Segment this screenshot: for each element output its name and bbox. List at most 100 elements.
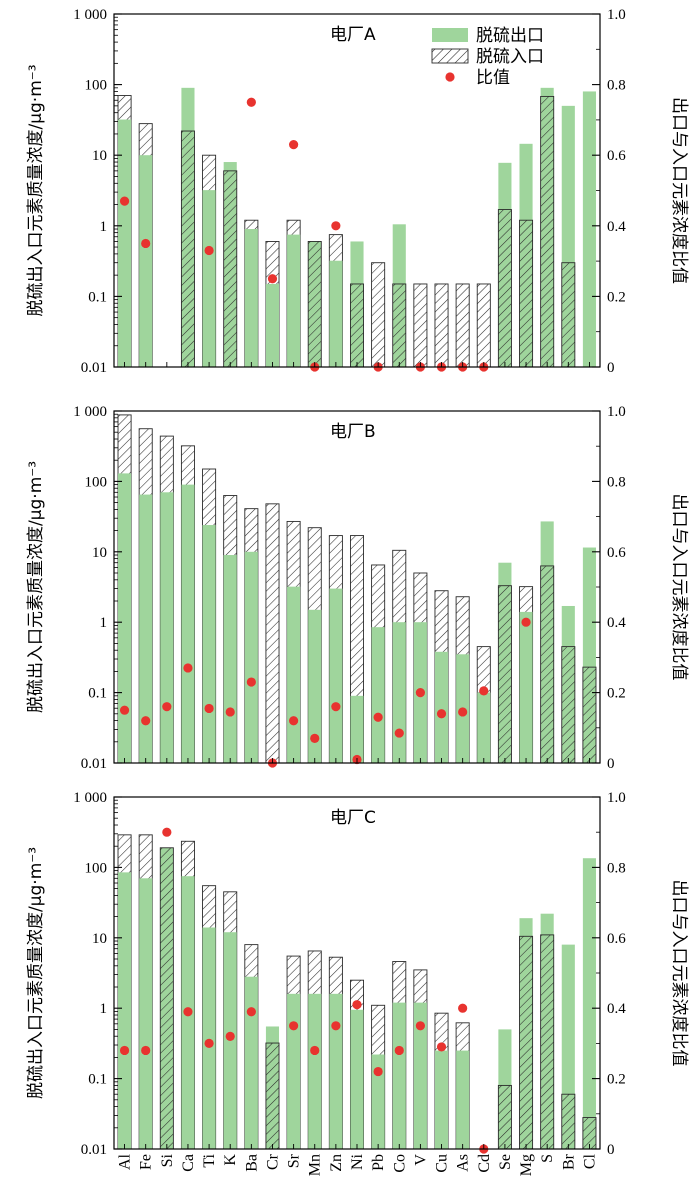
chart-panel-1: 0.01 0.1 1 10 100 1 000 0 0.2 0.4 0.6 0.8 1.0 电厂A 脱硫出…: [26, 7, 689, 376]
y2-tick-label: 0.8: [607, 78, 626, 94]
ratio-point-Cu: [436, 709, 447, 719]
ratio-point-Al: [119, 705, 130, 715]
legend-swatch-outlet: [432, 28, 468, 42]
bar-outlet-K: [223, 555, 237, 763]
bar-inlet-Mg: [519, 935, 534, 1150]
category-labels: Al Fe Si Ca Ti K Ba Cr Sr Mn Zn Ni Pb Co V Cu As Cd Se Mg S B…: [117, 1153, 599, 1176]
ratio-point-Zn: [331, 702, 341, 712]
bar-outlet-Ba: [244, 976, 258, 1149]
bar-outlet-Cl: [582, 858, 596, 1149]
y-tick-label: 10: [92, 545, 107, 561]
category-label-Cd: Cd: [476, 1154, 493, 1173]
ratio-point-Co: [394, 1045, 404, 1056]
bar-outlet-Cu: [434, 1050, 449, 1149]
ratio-point-Pb: [373, 1066, 383, 1077]
ratio-point-Mg: [521, 617, 531, 627]
bar-outlet-Cu: [434, 651, 449, 763]
bar-outlet-Ba: [244, 229, 258, 367]
y2-tick-label: 0.2: [607, 686, 626, 702]
y2-tick-label: 0.4: [607, 1001, 626, 1017]
legend-marker-ratio: [445, 72, 455, 82]
ratio-point-Pb: [373, 712, 383, 722]
y-tick-label: 0.01: [81, 360, 107, 376]
ratio-point-Ca: [183, 1007, 193, 1017]
category-label-V: V: [412, 1154, 429, 1166]
ratio-point-As: [458, 1003, 468, 1013]
ratio-point-Ca: [183, 663, 193, 673]
category-label-Cu: Cu: [434, 1154, 451, 1173]
ratio-point-Mn: [310, 733, 320, 743]
y-axis-title: 脱硫出入口元素质量浓度/μg·m⁻³: [26, 847, 46, 1099]
bar-outlet-Co: [392, 1002, 406, 1149]
bar-inlet-Ni: [349, 283, 365, 368]
y-tick-label: 0.1: [88, 686, 107, 702]
bar-outlet-Pb: [371, 627, 385, 763]
category-label-Ba: Ba: [243, 1154, 260, 1172]
ratio-point-Fe: [141, 716, 151, 726]
y2-tick-label: 0: [607, 1142, 615, 1158]
y2-tick-label: 0.6: [607, 148, 626, 164]
ratio-point-Sr: [289, 140, 299, 150]
y-axis-title: 脱硫出入口元素质量浓度/μg·m⁻³: [26, 461, 46, 713]
panel-title: 电厂B: [330, 422, 376, 442]
y2-tick-label: 0.4: [607, 615, 626, 631]
y-tick-label: 0.01: [81, 756, 107, 772]
bar-outlet-Zn: [329, 260, 343, 367]
bar-inlet-Br: [561, 646, 576, 764]
category-label-S: S: [539, 1154, 556, 1163]
bar-inlet-Se: [497, 585, 512, 764]
bar-inlet-Cr: [265, 503, 280, 764]
y2-tick-label: 1.0: [607, 404, 626, 420]
y2-tick-label: 0.2: [607, 1072, 626, 1088]
legend-label-outlet: 脱硫出口: [476, 26, 544, 46]
panel-title: 电厂A: [330, 25, 376, 45]
y2-tick-label: 0.4: [607, 219, 626, 235]
bar-inlet-Cl: [582, 666, 597, 764]
category-label-K: K: [222, 1154, 239, 1166]
y2-tick-label: 1.0: [607, 790, 626, 806]
category-label-As: As: [455, 1154, 472, 1172]
ratio-point-Ti: [204, 703, 214, 714]
ratio-point-Ni: [352, 1000, 362, 1010]
ratio-point-Ba: [246, 1007, 256, 1017]
category-label-Si: Si: [159, 1153, 176, 1167]
y-tick-label: 0.1: [88, 289, 107, 305]
y2-tick-label: 0: [607, 756, 615, 772]
ratio-point-Fe: [141, 238, 151, 249]
bar-inlet-Cr: [265, 1042, 280, 1150]
ratio-point-K: [225, 1031, 235, 1041]
ratio-point-As: [458, 707, 468, 717]
ratio-point-Mn: [310, 1045, 320, 1056]
chart-panel-2: 0.01 0.1 1 10 100 1 000 0 0.2 0.4 0.6 0.8 1.0 电厂B 脱硫出…: [26, 404, 689, 772]
bar-outlet-Ti: [202, 927, 216, 1149]
bar-inlet-V: [413, 283, 428, 368]
category-label-Fe: Fe: [138, 1154, 155, 1170]
y2-tick-label: 0.8: [607, 474, 626, 490]
bar-outlet-Ni: [350, 1009, 364, 1149]
bar-outlet-Fe: [139, 878, 153, 1149]
ratio-point-Ba: [246, 677, 256, 687]
bar-outlet-Fe: [139, 494, 153, 763]
ratio-point-Cu: [436, 1042, 447, 1052]
bar-outlet-As: [456, 1050, 470, 1149]
bar-outlet-Cl: [582, 91, 596, 368]
ratio-point-Ti: [204, 1038, 214, 1048]
y-tick-label: 10: [92, 931, 107, 947]
bar-outlet-Fe: [139, 155, 153, 367]
y2-axis-title: 出口与入口元素浓度比值: [669, 97, 689, 284]
bar-inlet-Br: [561, 1093, 576, 1150]
bar-inlet-Ca: [180, 130, 195, 368]
category-label-Ti: Ti: [201, 1153, 218, 1167]
category-label-Mg: Mg: [518, 1154, 535, 1176]
bar-inlet-Pb: [371, 262, 386, 368]
category-label-Zn: Zn: [328, 1154, 345, 1172]
bar-outlet-Zn: [329, 588, 343, 763]
y2-tick-label: 0: [607, 360, 615, 376]
y-tick-label: 1 000: [73, 7, 107, 23]
bar-outlet-Mn: [308, 609, 322, 763]
bar-outlet-Sr: [287, 234, 301, 367]
ratio-point-Si: [162, 702, 172, 712]
ratio-point-Co: [394, 728, 404, 738]
